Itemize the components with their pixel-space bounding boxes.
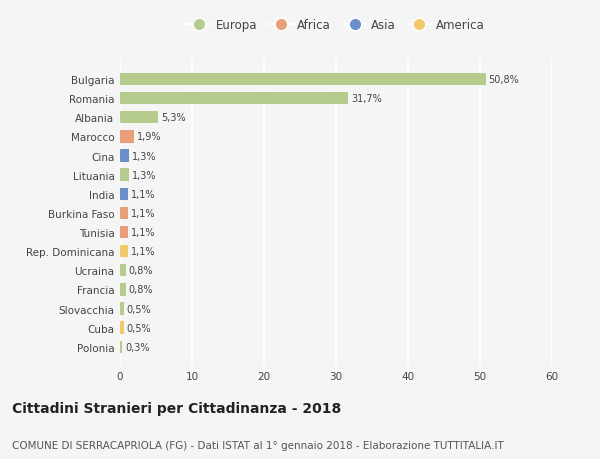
- Text: 1,1%: 1,1%: [131, 246, 155, 257]
- Bar: [120, 188, 128, 201]
- Bar: [120, 131, 134, 143]
- Bar: [120, 341, 122, 353]
- Text: 1,3%: 1,3%: [132, 151, 157, 161]
- Text: COMUNE DI SERRACAPRIOLA (FG) - Dati ISTAT al 1° gennaio 2018 - Elaborazione TUTT: COMUNE DI SERRACAPRIOLA (FG) - Dati ISTA…: [12, 440, 504, 450]
- Bar: [120, 112, 158, 124]
- Text: 0,8%: 0,8%: [128, 285, 153, 295]
- Text: 0,5%: 0,5%: [127, 304, 151, 314]
- Bar: [120, 150, 130, 162]
- Bar: [120, 322, 124, 334]
- Text: 1,9%: 1,9%: [137, 132, 161, 142]
- Text: 1,1%: 1,1%: [131, 208, 155, 218]
- Bar: [120, 207, 128, 220]
- Bar: [120, 264, 126, 277]
- Bar: [120, 302, 124, 315]
- Text: 31,7%: 31,7%: [351, 94, 382, 104]
- Text: 1,1%: 1,1%: [131, 190, 155, 199]
- Text: 50,8%: 50,8%: [488, 75, 520, 85]
- Text: 1,1%: 1,1%: [131, 228, 155, 237]
- Text: 1,3%: 1,3%: [132, 170, 157, 180]
- Text: 5,3%: 5,3%: [161, 113, 185, 123]
- Legend: Europa, Africa, Asia, America: Europa, Africa, Asia, America: [187, 19, 485, 33]
- Bar: [120, 246, 128, 258]
- Bar: [120, 226, 128, 239]
- Bar: [120, 284, 126, 296]
- Text: 0,5%: 0,5%: [127, 323, 151, 333]
- Bar: [120, 93, 348, 105]
- Bar: [120, 73, 486, 86]
- Text: 0,8%: 0,8%: [128, 266, 153, 276]
- Text: 0,3%: 0,3%: [125, 342, 149, 352]
- Text: Cittadini Stranieri per Cittadinanza - 2018: Cittadini Stranieri per Cittadinanza - 2…: [12, 402, 341, 415]
- Bar: [120, 169, 130, 181]
